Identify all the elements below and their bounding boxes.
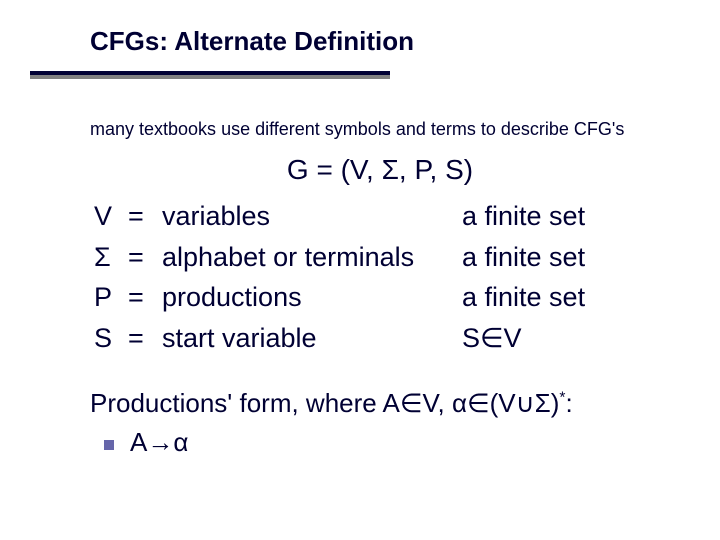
productions-block: Productions' form, where A∈V, α∈(V∪Σ)*: … [90, 388, 670, 458]
def-row: P = productions a finite set [94, 277, 585, 318]
def-eq: = [128, 277, 162, 318]
def-eq: = [128, 196, 162, 237]
elem-of-icon: ∈ [467, 388, 490, 418]
rule-rhs: α [173, 427, 188, 458]
def-eq: = [128, 318, 162, 359]
union-icon: ∪ [516, 388, 535, 418]
production-rule: A → α [90, 427, 670, 458]
prod-text: Productions' form, where A [90, 388, 400, 418]
subtitle: many textbooks use different symbols and… [90, 119, 670, 140]
definitions-table: V = variables a finite set Σ = alphabet … [94, 196, 585, 358]
title-underline [90, 63, 670, 91]
def-annot: a finite set [462, 277, 585, 318]
def-symbol: V [94, 196, 128, 237]
def-symbol: Σ [94, 237, 128, 278]
productions-intro: Productions' form, where A∈V, α∈(V∪Σ)*: [90, 388, 670, 419]
def-row: V = variables a finite set [94, 196, 585, 237]
def-annot: S∈V [462, 318, 585, 359]
sigma-symbol: Σ [535, 388, 551, 418]
def-desc: alphabet or terminals [162, 237, 462, 278]
rule-shadow [30, 75, 390, 79]
prod-text: (V [490, 388, 516, 418]
def-desc: productions [162, 277, 462, 318]
def-eq: = [128, 237, 162, 278]
rule-main [30, 71, 390, 75]
slide: CFGs: Alternate Definition many textbook… [0, 0, 720, 540]
def-desc: start variable [162, 318, 462, 359]
alpha-symbol: α [452, 388, 467, 418]
def-row: S = start variable S∈V [94, 318, 585, 359]
def-desc: variables [162, 196, 462, 237]
prod-text: : [566, 388, 573, 418]
grammar-tuple: G = (V, Σ, P, S) [90, 154, 670, 186]
def-symbol: S [94, 318, 128, 359]
definitions: V = variables a finite set Σ = alphabet … [94, 196, 670, 358]
arrow-icon: → [147, 427, 173, 458]
rule-lhs: A [130, 427, 147, 458]
prod-text: V, [423, 388, 452, 418]
elem-of-icon: ∈ [400, 388, 423, 418]
def-row: Σ = alphabet or terminals a finite set [94, 237, 585, 278]
bullet-icon [104, 440, 114, 450]
def-annot: a finite set [462, 196, 585, 237]
def-annot: a finite set [462, 237, 585, 278]
slide-title: CFGs: Alternate Definition [90, 26, 670, 57]
def-symbol: P [94, 277, 128, 318]
